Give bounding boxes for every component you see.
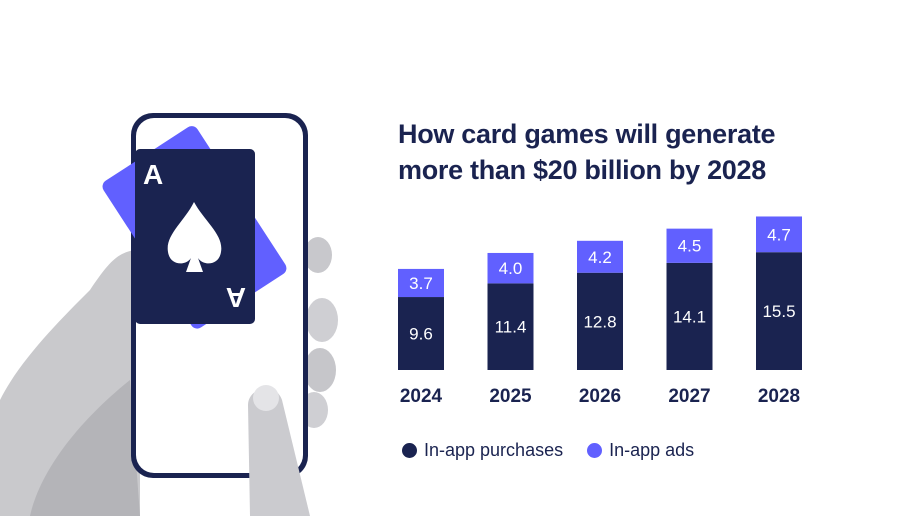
spade-icon bbox=[167, 202, 222, 272]
pointing-finger bbox=[248, 388, 310, 516]
data-label: 3.7 bbox=[409, 274, 433, 293]
data-label: 14.1 bbox=[673, 307, 706, 326]
data-label: 4.2 bbox=[588, 248, 612, 267]
bar-purchases-2028 bbox=[756, 252, 802, 370]
data-label: 4.7 bbox=[767, 225, 791, 244]
legend-item-ads: In-app ads bbox=[587, 440, 694, 461]
data-label: 9.6 bbox=[409, 325, 433, 344]
finger bbox=[306, 298, 338, 342]
bar-ads-2024 bbox=[398, 268, 444, 298]
stacked-bar-chart: 9.6 3.7 2024 11.4 4.0 2025 12.8 4.2 2026 14.1 4.5 2… bbox=[398, 216, 802, 407]
finger bbox=[304, 237, 332, 273]
data-label: 4.0 bbox=[499, 259, 523, 278]
bar-ads-2027 bbox=[666, 228, 713, 263]
data-label: 4.5 bbox=[678, 237, 702, 256]
hand-palm bbox=[30, 380, 140, 516]
fingernail bbox=[253, 385, 279, 411]
data-label: 12.8 bbox=[583, 312, 616, 331]
chart-title: How card games will generate more than $… bbox=[398, 119, 776, 185]
bar-purchases-2026 bbox=[577, 272, 623, 370]
legend: In-app purchases In-app ads bbox=[402, 440, 718, 461]
x-tick-label: 2028 bbox=[758, 386, 800, 407]
x-tick-label: 2026 bbox=[579, 386, 621, 407]
legend-swatch-ads bbox=[587, 443, 603, 458]
bar-purchases-2024 bbox=[398, 297, 444, 370]
legend-swatch-purchases bbox=[402, 443, 417, 458]
legend-label-purchases: In-app purchases bbox=[424, 440, 564, 460]
bar-purchases-2025 bbox=[487, 283, 534, 370]
x-tick-label: 2024 bbox=[400, 386, 443, 407]
legend-label-ads: In-app ads bbox=[609, 440, 695, 460]
card-rank-top: A bbox=[143, 159, 163, 190]
data-label: 11.4 bbox=[495, 318, 527, 337]
x-tick-label: 2025 bbox=[489, 386, 532, 407]
data-label: 15.5 bbox=[762, 302, 795, 321]
legend-item-purchases: In-app purchases bbox=[402, 440, 563, 461]
bar-ads-2025 bbox=[487, 252, 534, 284]
bar-ads-2026 bbox=[577, 240, 623, 273]
bar-purchases-2027 bbox=[666, 262, 713, 370]
phone-illustration: A A bbox=[0, 113, 338, 516]
x-tick-label: 2027 bbox=[668, 386, 710, 407]
bar-ads-2028 bbox=[756, 216, 802, 253]
card-rank-bottom: A bbox=[226, 282, 246, 313]
finger bbox=[304, 348, 336, 392]
